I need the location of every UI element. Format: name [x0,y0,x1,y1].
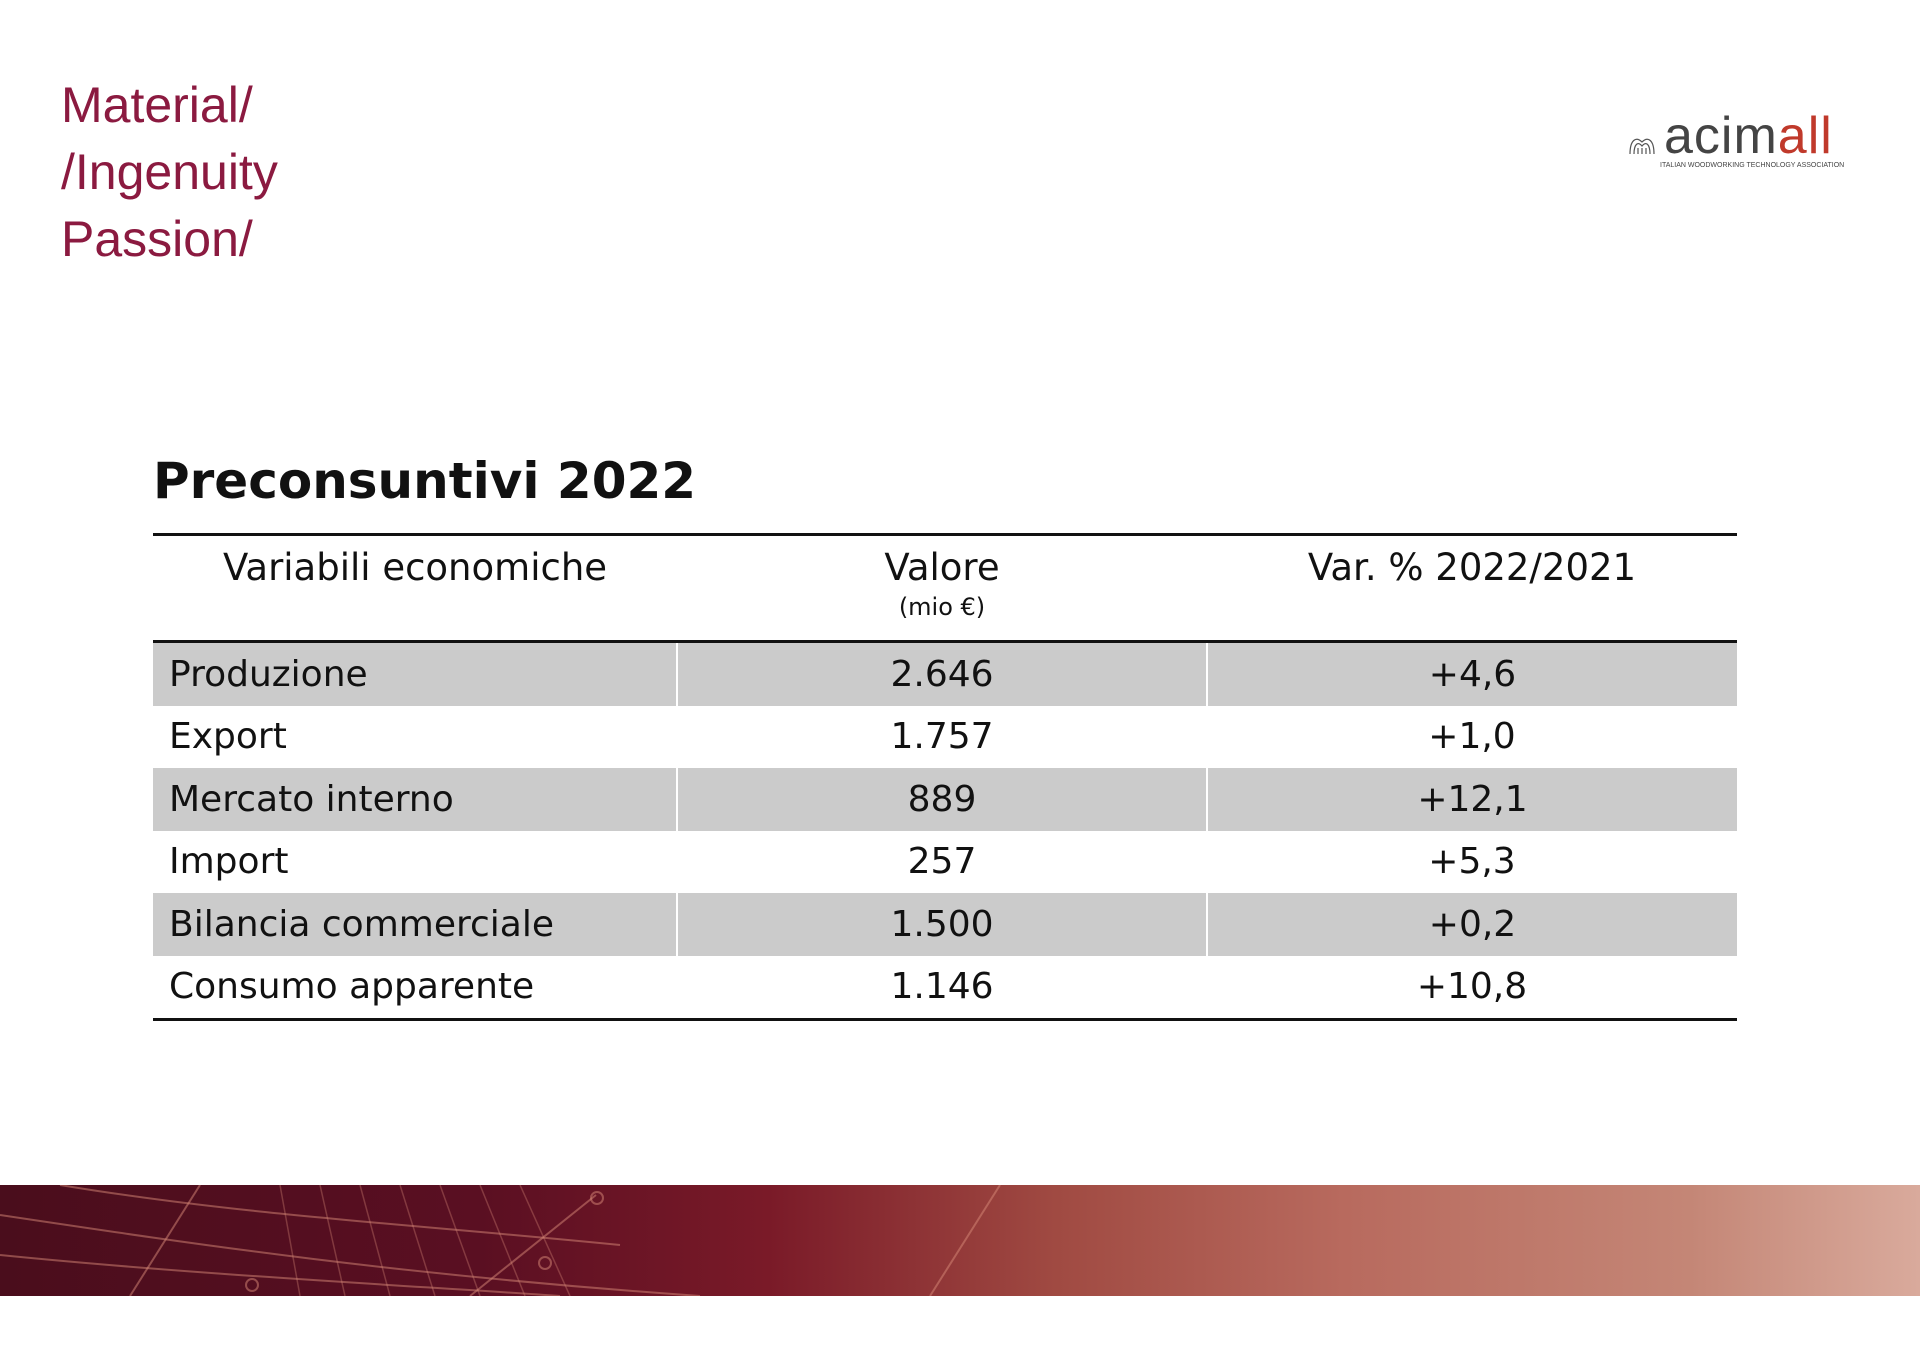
table-row: Mercato interno 889 +12,1 [153,768,1737,831]
row-change: +10,8 [1416,966,1528,1008]
row-name: Import [169,841,289,883]
header-change: Var. % 2022/2021 [1207,534,1737,643]
page-title: Preconsuntivi 2022 [153,452,697,510]
logo-mark-icon [1629,138,1655,155]
row-value: 1.146 [890,966,994,1008]
economic-variables-table: Variabili economiche Valore (mio €) Var. … [153,533,1737,1021]
tagline-line: Material/ [61,77,253,133]
row-name: Export [169,716,287,758]
table-row: Consumo apparente 1.146 +10,8 [153,956,1737,1020]
row-name: Produzione [153,641,677,706]
table-header-row: Variabili economiche Valore (mio €) Var. … [153,534,1737,643]
row-value: 889 [676,768,1207,831]
tagline-line: /Ingenuity [61,144,278,200]
footer-banner-image [0,1185,1920,1296]
circuit-pattern-icon [0,1185,1001,1296]
table-row: Import 257 +5,3 [153,831,1737,894]
row-value: 1.757 [890,716,994,758]
logo-wordmark: acimall [1664,107,1833,165]
header-value-unit: (mio €) [898,593,986,621]
row-value: 1.500 [676,893,1207,956]
row-value: 2.646 [676,641,1207,706]
row-change: +5,3 [1428,841,1516,883]
acimall-logo: acimall ITALIAN WOODWORKING TECHNOLOGY A… [1628,107,1848,178]
table-row: Bilancia commerciale 1.500 +0,2 [153,893,1737,956]
row-change: +1,0 [1428,716,1516,758]
row-value: 257 [907,841,977,883]
row-change: +12,1 [1206,768,1737,831]
tagline-line: Passion/ [61,211,253,267]
header-variables: Variabili economiche [153,534,677,643]
row-name: Mercato interno [153,768,677,831]
tagline: Material/ /Ingenuity Passion/ [61,72,278,273]
logo-subtitle: ITALIAN WOODWORKING TECHNOLOGY ASSOCIATI… [1660,162,1845,169]
row-name: Consumo apparente [169,966,535,1008]
table-row: Produzione 2.646 +4,6 [153,641,1737,706]
row-change: +4,6 [1206,641,1737,706]
row-name: Bilancia commerciale [153,893,677,956]
table-row: Export 1.757 +1,0 [153,706,1737,769]
row-change: +0,2 [1206,893,1737,956]
header-value: Valore (mio €) [677,534,1207,643]
